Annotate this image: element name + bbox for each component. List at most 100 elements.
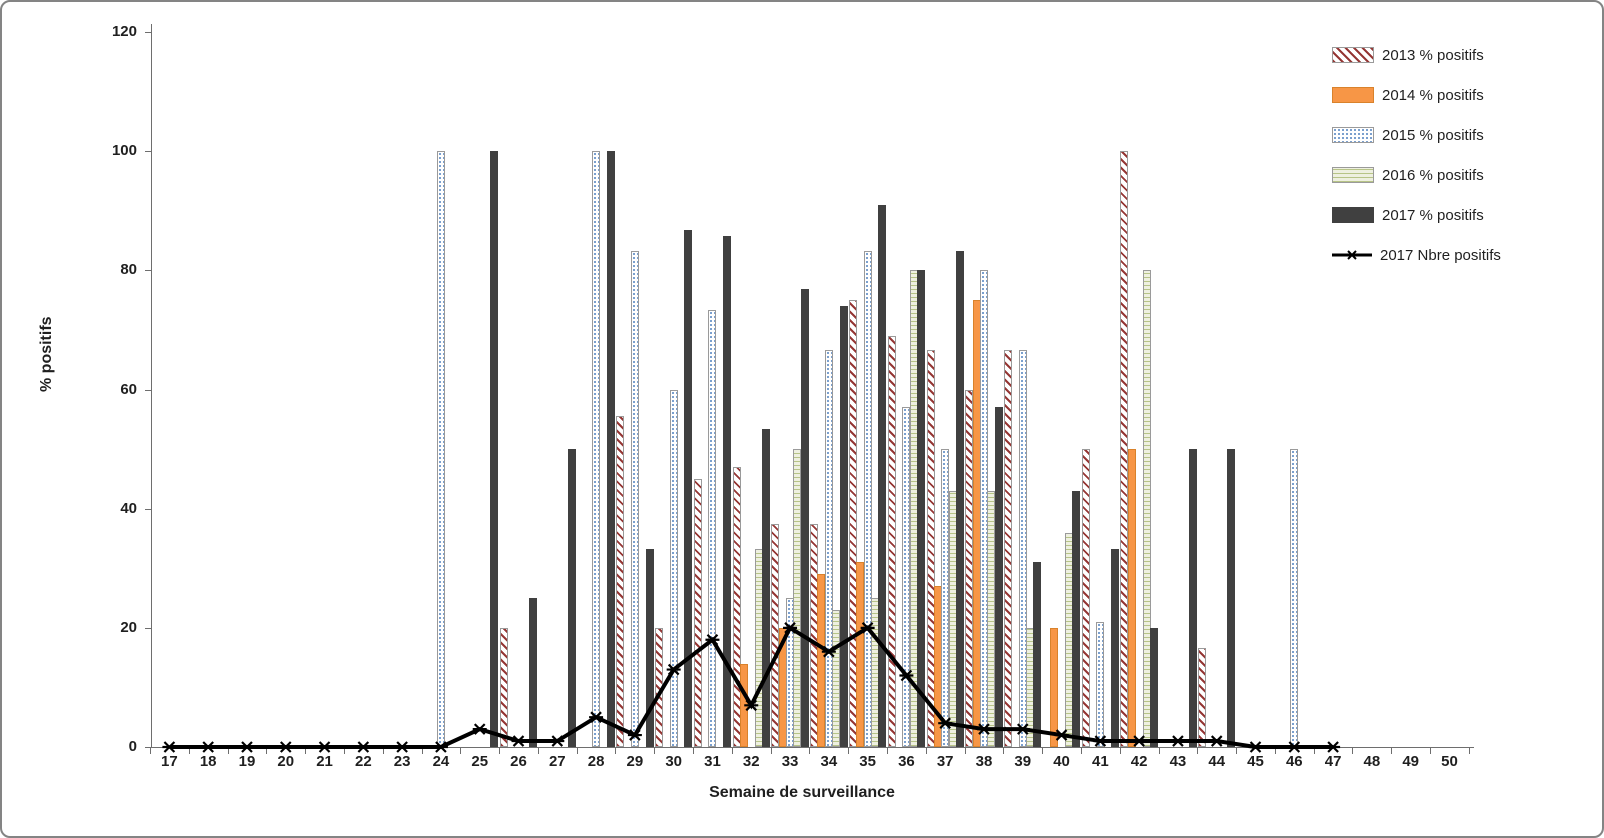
bar-2017-week-42 bbox=[1149, 627, 1158, 747]
y-tick-label-20: 20 bbox=[120, 618, 137, 636]
bar-2017-week-32 bbox=[761, 429, 770, 747]
bar-2017-week-29 bbox=[645, 548, 654, 747]
x-tick-label-39: 39 bbox=[1014, 753, 1032, 770]
y-tick-60 bbox=[145, 389, 151, 391]
legend: 2013 % positifs 2014 % positifs 2015 % pos… bbox=[1332, 42, 1501, 282]
bar-2017-week-34 bbox=[839, 306, 848, 747]
legend-marker-line-asterisk-icon bbox=[1332, 248, 1372, 262]
x-tick-label-18: 18 bbox=[199, 753, 217, 770]
x-tick-label-26: 26 bbox=[510, 753, 527, 770]
x-tick-label-50: 50 bbox=[1441, 753, 1458, 770]
bar-2015-week-41 bbox=[1096, 621, 1105, 747]
bar-2013-week-36 bbox=[887, 335, 896, 747]
bar-2017-week-39 bbox=[1033, 562, 1042, 747]
legend-label: 2013 % positifs bbox=[1382, 46, 1484, 64]
bar-2015-week-24 bbox=[436, 151, 445, 747]
y-tick-0 bbox=[145, 747, 151, 748]
x-tick-label-44: 44 bbox=[1208, 753, 1226, 770]
legend-swatch-s2016 bbox=[1332, 167, 1374, 183]
bar-2017-week-41 bbox=[1111, 548, 1120, 747]
x-tick-label-37: 37 bbox=[936, 753, 954, 770]
x-tick-label-48: 48 bbox=[1363, 753, 1381, 770]
y-tick-label-40: 40 bbox=[120, 499, 137, 517]
bar-2013-week-29 bbox=[616, 415, 625, 747]
x-axis-title: Semaine de surveillance bbox=[709, 784, 895, 801]
y-tick-40 bbox=[145, 508, 151, 510]
x-tick-label-31: 31 bbox=[704, 753, 721, 770]
bar-2013-week-44 bbox=[1198, 647, 1207, 747]
bar-2017-week-44 bbox=[1227, 449, 1236, 747]
bar-2017-week-25 bbox=[490, 151, 499, 747]
y-tick-20 bbox=[145, 627, 151, 629]
legend-swatch-s2017 bbox=[1332, 207, 1374, 223]
legend-item-2016-positifs: 2016 % positifs bbox=[1332, 162, 1501, 188]
x-tick-label-30: 30 bbox=[665, 753, 682, 770]
bar-2015-week-31 bbox=[708, 310, 717, 747]
x-tick bbox=[150, 747, 151, 754]
bar-2015-week-46 bbox=[1290, 449, 1299, 747]
legend-item-2013-positifs: 2013 % positifs bbox=[1332, 42, 1501, 68]
x-tick-label-27: 27 bbox=[548, 753, 566, 770]
bar-2017-week-36 bbox=[917, 270, 926, 747]
y-tick-120 bbox=[145, 32, 151, 34]
x-tick-label-22: 22 bbox=[355, 753, 372, 770]
x-tick-label-49: 49 bbox=[1402, 753, 1420, 770]
legend-item-2014-positifs: 2014 % positifs bbox=[1332, 82, 1501, 108]
x-tick-label-25: 25 bbox=[471, 753, 489, 770]
x-tick bbox=[1352, 747, 1354, 754]
x-tick-label-47: 47 bbox=[1324, 753, 1342, 770]
bar-2017-week-35 bbox=[878, 205, 887, 747]
x-tick-label-41: 41 bbox=[1092, 753, 1109, 770]
x-tick-label-34: 34 bbox=[820, 753, 838, 770]
bar-2017-week-38 bbox=[994, 406, 1003, 747]
x-tick-label-29: 29 bbox=[626, 753, 644, 770]
y-tick-80 bbox=[145, 270, 151, 272]
bar-2017-week-33 bbox=[800, 288, 809, 747]
x-tick-label-42: 42 bbox=[1130, 753, 1148, 770]
x-tick-label-32: 32 bbox=[742, 753, 760, 770]
x-tick-label-19: 19 bbox=[238, 753, 256, 770]
x-tick bbox=[1391, 747, 1393, 754]
x-tick-label-24: 24 bbox=[432, 753, 450, 770]
bar-2017-week-43 bbox=[1188, 449, 1197, 747]
bar-2017-week-28 bbox=[606, 151, 615, 747]
legend-label: 2017 % positifs bbox=[1382, 206, 1484, 224]
bar-2014-week-32 bbox=[739, 663, 748, 747]
bar-2013-week-26 bbox=[499, 627, 508, 747]
x-tick-label-43: 43 bbox=[1169, 753, 1187, 770]
bar-2013-week-39 bbox=[1004, 349, 1013, 747]
x-tick-label-35: 35 bbox=[859, 753, 876, 770]
x-tick-label-40: 40 bbox=[1053, 753, 1070, 770]
x-tick-label-17: 17 bbox=[161, 753, 178, 770]
x-tick-label-38: 38 bbox=[975, 753, 993, 770]
legend-label: 2016 % positifs bbox=[1382, 166, 1484, 184]
y-axis-title: % positifs bbox=[38, 316, 55, 392]
y-tick-label-100: 100 bbox=[111, 142, 137, 160]
legend-item-2017-nbre-positifs: 2017 Nbre positifs bbox=[1332, 242, 1501, 268]
y-tick-label-60: 60 bbox=[120, 380, 137, 398]
bar-2015-week-29 bbox=[630, 250, 639, 747]
bar-2017-week-27 bbox=[568, 449, 576, 747]
y-tick-label-120: 120 bbox=[111, 23, 137, 41]
legend-swatch-s2014 bbox=[1332, 87, 1374, 103]
x-tick-label-36: 36 bbox=[898, 753, 915, 770]
bar-2015-week-28 bbox=[592, 151, 601, 747]
legend-label: 2017 Nbre positifs bbox=[1380, 246, 1501, 264]
legend-swatch-s2015 bbox=[1332, 127, 1374, 143]
bar-2013-week-41 bbox=[1081, 449, 1090, 747]
bar-2014-week-42 bbox=[1127, 449, 1136, 747]
legend-swatch-s2013 bbox=[1332, 47, 1374, 63]
bar-2013-week-31 bbox=[693, 478, 702, 747]
bar-2017-week-30 bbox=[684, 230, 693, 747]
x-tick-label-46: 46 bbox=[1285, 753, 1303, 770]
bar-2017-week-37 bbox=[955, 250, 964, 747]
y-tick-label-0: 0 bbox=[128, 738, 137, 755]
bar-2017-week-40 bbox=[1072, 490, 1081, 747]
x-tick bbox=[1430, 747, 1432, 754]
x-tick-label-45: 45 bbox=[1247, 753, 1264, 770]
x-tick-label-28: 28 bbox=[587, 753, 605, 770]
x-tick-label-20: 20 bbox=[277, 753, 295, 770]
y-axis bbox=[151, 24, 152, 747]
bar-2013-week-30 bbox=[654, 627, 663, 747]
